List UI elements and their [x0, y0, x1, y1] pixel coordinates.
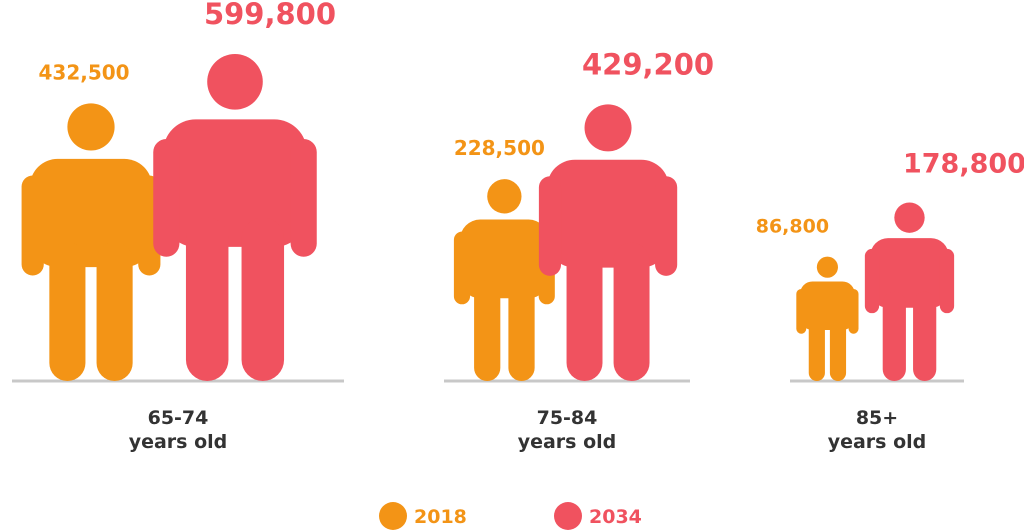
legend-swatch-2034: [554, 502, 582, 530]
value-label-2034-65-74: 599,800: [204, 0, 336, 31]
figure-2034-85plus: [864, 202, 955, 381]
value-label-2018-85plus: 86,800: [756, 216, 829, 238]
value-label-2018-65-74: 432,500: [39, 60, 130, 84]
category-label-65-74: 65-74: [148, 407, 209, 429]
category-label-75-84: 75-84: [537, 407, 598, 429]
value-label-2034-85plus: 178,800: [903, 148, 1024, 179]
category-label-85plus: 85+: [856, 407, 898, 429]
value-labels: 432,500 599,800 228,500 429,200 86,800 1…: [39, 0, 1024, 238]
figure-2018-85plus: [796, 256, 859, 381]
value-label-2018-75-84: 228,500: [454, 136, 545, 160]
figure-2018-65-74: [21, 103, 161, 381]
category-sublabel-85plus: years old: [828, 431, 927, 453]
figure-2034-65-74: [153, 54, 317, 381]
figure-2034-75-84: [538, 104, 678, 381]
legend: 2018 2034: [379, 502, 642, 530]
category-labels: 65-74 years old 75-84 years old 85+ year…: [129, 407, 927, 453]
legend-label-2034: 2034: [589, 506, 642, 528]
value-label-2034-75-84: 429,200: [582, 47, 714, 81]
category-sublabel-65-74: years old: [129, 431, 228, 453]
legend-label-2018: 2018: [414, 506, 467, 528]
legend-swatch-2018: [379, 502, 407, 530]
category-sublabel-75-84: years old: [518, 431, 617, 453]
